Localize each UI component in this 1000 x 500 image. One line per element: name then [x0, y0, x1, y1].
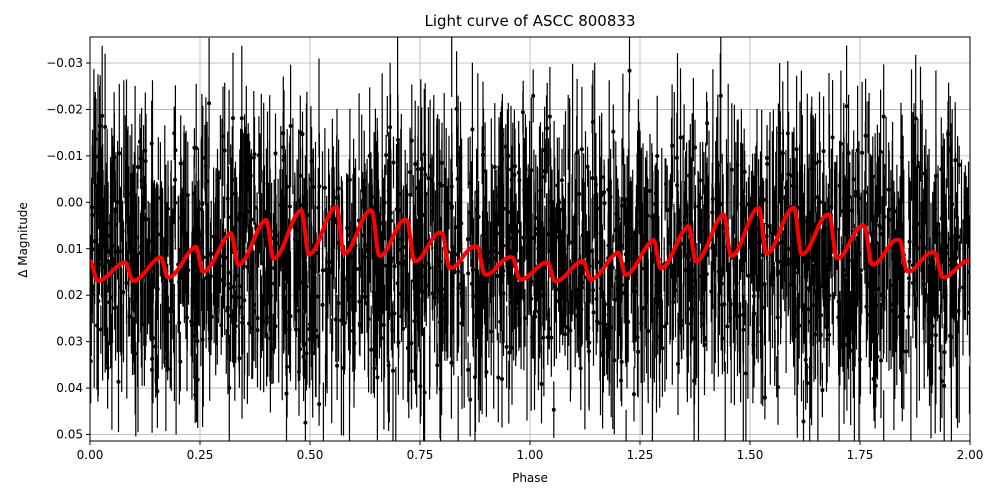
- y-tick-label: 0.01: [56, 242, 83, 256]
- y-tick-label: 0.02: [56, 288, 83, 302]
- y-tick-label: −0.03: [46, 56, 83, 70]
- x-tick-label: 0.00: [77, 448, 104, 462]
- x-axis-label: Phase: [512, 471, 548, 485]
- x-tick-label: 1.75: [847, 448, 874, 462]
- x-tick-label: 2.00: [957, 448, 984, 462]
- y-tick-label: 0.00: [56, 195, 83, 209]
- y-axis: −0.03 −0.02 −0.01 0.00 0.01 0.02 0.03 0.04 0.05: [46, 56, 90, 441]
- y-tick-label: −0.02: [46, 102, 83, 116]
- y-tick-label: −0.01: [46, 149, 83, 163]
- model-curve: [90, 205, 970, 284]
- x-axis: 0.00 0.25 0.50 0.75 1.00 1.25 1.50 1.75 2.00: [77, 441, 984, 462]
- x-tick-label: 0.25: [187, 448, 214, 462]
- x-tick-label: 1.25: [627, 448, 654, 462]
- y-tick-label: 0.04: [56, 381, 83, 395]
- x-tick-label: 0.50: [297, 448, 324, 462]
- x-tick-label: 1.50: [737, 448, 764, 462]
- y-tick-label: 0.05: [56, 427, 83, 441]
- y-axis-label: Δ Magnitude: [16, 202, 30, 278]
- chart-title: Light curve of ASCC 800833: [424, 12, 636, 30]
- x-tick-label: 1.00: [517, 448, 544, 462]
- y-tick-label: 0.03: [56, 335, 83, 349]
- x-tick-label: 0.75: [407, 448, 434, 462]
